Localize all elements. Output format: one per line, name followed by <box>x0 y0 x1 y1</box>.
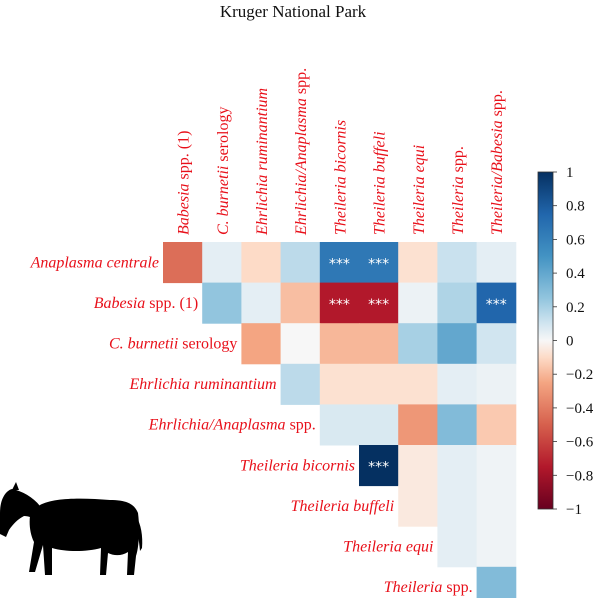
zebra-silhouette-icon <box>0 482 143 575</box>
row-label: Ehrlichia/Anaplasma spp. <box>148 417 316 434</box>
column-label: Theileria buffeli <box>372 131 389 235</box>
heatmap-cell <box>319 363 360 405</box>
column-label: Theileria equi <box>411 145 428 235</box>
heatmap-cell <box>437 282 478 324</box>
chart-title: Kruger National Park <box>220 2 367 21</box>
row-label: Theileria buffeli <box>291 498 395 515</box>
colorbar-tick-label: −0.2 <box>566 367 593 383</box>
heatmap-cell <box>437 526 478 568</box>
heatmap-cells <box>163 242 517 598</box>
colorbar-tick-label: 1 <box>566 165 574 181</box>
column-label: Ehrlichia/Anaplasma spp. <box>293 68 310 236</box>
heatmap-cell <box>359 242 399 284</box>
row-label: Babesia spp. (1) <box>94 295 198 312</box>
heatmap-cell <box>398 404 438 446</box>
heatmap-cell <box>202 282 242 324</box>
significance-mark: *** <box>368 256 389 272</box>
heatmap-cell <box>476 323 517 365</box>
column-labels: Babesia spp. (1) C. burnetii serology Ehrl… <box>176 68 507 236</box>
heatmap-cell <box>280 242 321 284</box>
heatmap-cell <box>163 242 203 284</box>
heatmap-cell <box>476 566 517 598</box>
heatmap-cell <box>319 242 360 284</box>
heatmap-cell <box>398 323 438 365</box>
row-label: Theileria bicornis <box>240 457 355 474</box>
column-label: Theileria spp. <box>450 146 467 235</box>
heatmap-cell <box>280 323 321 365</box>
heatmap-cell <box>241 282 282 324</box>
heatmap-cell <box>437 404 478 446</box>
heatmap-cell <box>202 242 242 284</box>
heatmap-cell <box>280 282 321 324</box>
heatmap-cell <box>398 282 438 324</box>
heatmap-cell <box>476 242 517 284</box>
heatmap-cell <box>398 445 438 487</box>
colorbar-gradient <box>537 171 554 510</box>
heatmap-cell <box>476 526 517 568</box>
row-label: Anaplasma centrale <box>30 254 159 271</box>
column-label: Babesia spp. (1) <box>176 131 193 235</box>
colorbar-tick-label: −0.4 <box>566 401 594 417</box>
row-label: Theileria spp. <box>384 579 473 596</box>
heatmap-cell <box>476 445 517 487</box>
heatmap-cell <box>319 323 360 365</box>
colorbar-tick-label: 0.8 <box>566 199 585 215</box>
significance-mark: *** <box>329 256 350 272</box>
heatmap-cell <box>241 242 282 284</box>
heatmap-cell <box>280 363 321 405</box>
row-label: Ehrlichia ruminantium <box>128 376 276 393</box>
column-label: Theileria/Babesia spp. <box>489 90 506 235</box>
colorbar-tick-label: −0.6 <box>566 435 594 451</box>
colorbar-tick-label: 0 <box>566 334 574 350</box>
heatmap-cell <box>398 242 438 284</box>
heatmap-cell <box>398 485 438 527</box>
row-label: Theileria equi <box>343 539 433 556</box>
significance-mark: *** <box>486 297 507 313</box>
heatmap-cell <box>319 404 360 446</box>
colorbar-tick-label: −1 <box>566 502 582 518</box>
significance-mark: *** <box>368 459 389 475</box>
heatmap-cell <box>319 282 360 324</box>
significance-marks: *** *** *** *** *** *** <box>329 256 507 475</box>
heatmap-cell <box>398 363 438 405</box>
colorbar-tick-label: 0.2 <box>566 300 585 316</box>
heatmap-cell <box>437 485 478 527</box>
colorbar-tick-label: −0.8 <box>566 468 593 484</box>
heatmap-cell <box>437 445 478 487</box>
colorbar-tick-label: 0.6 <box>566 232 585 248</box>
colorbar: 1 0.8 0.6 0.4 0.2 0 −0.2 −0.4 −0.6 −0.8 −1 <box>537 165 594 518</box>
heatmap-cell <box>241 323 282 365</box>
row-label: C. burnetii serology <box>109 336 237 353</box>
heatmap-cell <box>359 323 399 365</box>
colorbar-tick-label: 0.4 <box>566 266 585 282</box>
row-labels: Anaplasma centrale Babesia spp. (1) C. bur… <box>30 254 473 596</box>
column-label: Ehrlichia ruminantium <box>254 88 271 236</box>
heatmap-cell <box>437 323 478 365</box>
significance-mark: *** <box>368 297 389 313</box>
column-label: C. burnetii serology <box>215 107 232 235</box>
heatmap-cell <box>359 445 399 487</box>
heatmap-cell <box>359 404 399 446</box>
heatmap-cell <box>476 404 517 446</box>
heatmap-cell <box>476 363 517 405</box>
heatmap-cell <box>476 485 517 527</box>
significance-mark: *** <box>329 297 350 313</box>
column-label: Theileria bicornis <box>332 120 349 235</box>
heatmap-cell <box>437 363 478 405</box>
heatmap-cell <box>359 363 399 405</box>
heatmap-cell <box>476 282 517 324</box>
heatmap-cell <box>437 242 478 284</box>
heatmap-cell <box>359 282 399 324</box>
